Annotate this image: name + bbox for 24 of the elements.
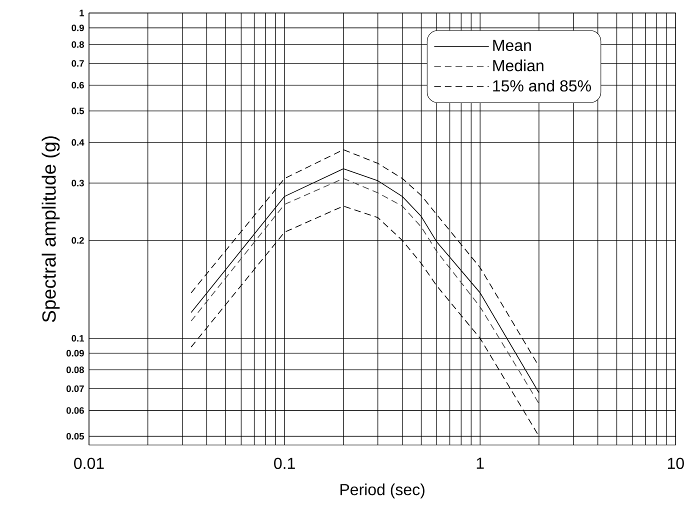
y-tick-label: 0.1 (72, 335, 84, 342)
legend-label: Median (493, 60, 544, 72)
y-axis-title: Spectral amplitude (g) (42, 136, 60, 322)
y-tick-label: 0.06 (66, 407, 84, 414)
y-tick-label: 0.08 (66, 366, 84, 374)
x-tick-label: 10 (668, 458, 684, 470)
y-tick-label: 0.9 (72, 24, 84, 32)
y-tick-label: 0.3 (72, 180, 84, 186)
y-tick-label: 0.6 (72, 82, 84, 88)
y-tick-label: 0.09 (66, 350, 84, 357)
y-tick-label: 0.05 (66, 432, 84, 440)
y-tick-label: 0.8 (72, 41, 84, 48)
y-tick-label: 0.4 (72, 139, 84, 146)
y-tick-label: 0.2 (72, 237, 84, 244)
y-tick-label: 0.7 (72, 60, 84, 67)
y-tick-label: 0.07 (66, 385, 84, 392)
y-tick-label: 1 (80, 10, 84, 16)
x-tick-label: 1 (476, 458, 484, 469)
x-tick-label: 0.01 (74, 458, 104, 470)
x-tick-label: 0.1 (274, 458, 295, 470)
y-tick-label: 0.5 (72, 108, 84, 114)
legend-label: 15% and 85% (493, 80, 591, 92)
legend-label: Mean (493, 40, 531, 52)
x-axis-title: Period (sec) (340, 484, 424, 498)
